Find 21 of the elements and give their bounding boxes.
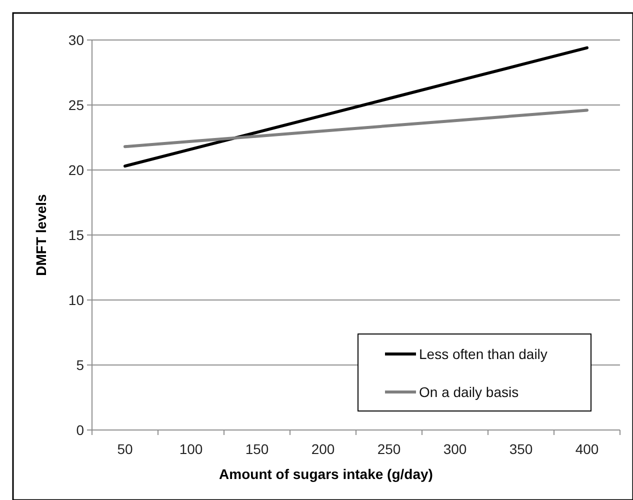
x-tick-label: 300: [443, 441, 467, 457]
y-tick-label: 20: [68, 162, 84, 178]
y-tick-label: 30: [68, 32, 84, 48]
legend-label: On a daily basis: [419, 384, 519, 400]
x-tick-label: 150: [245, 441, 269, 457]
y-axis-title: DMFT levels: [33, 194, 49, 276]
legend-label: Less often than daily: [419, 346, 548, 362]
y-tick-label: 15: [68, 226, 84, 243]
x-tick-label: 100: [179, 441, 203, 457]
line-series: [124, 108, 588, 148]
y-tick-label: 0: [76, 422, 84, 438]
y-tick-label: 10: [68, 292, 84, 308]
x-axis-title: Amount of sugars intake (g/day): [219, 466, 433, 482]
y-tick-label: 25: [68, 96, 84, 113]
y-tick-label: 5: [76, 356, 84, 373]
line-series: [124, 46, 588, 168]
x-tick-label: 200: [311, 441, 335, 457]
x-tick-label: 350: [509, 441, 533, 457]
x-tick-label: 250: [377, 441, 401, 457]
x-tick-label: 400: [575, 441, 599, 457]
x-tick-label: 50: [117, 441, 133, 457]
